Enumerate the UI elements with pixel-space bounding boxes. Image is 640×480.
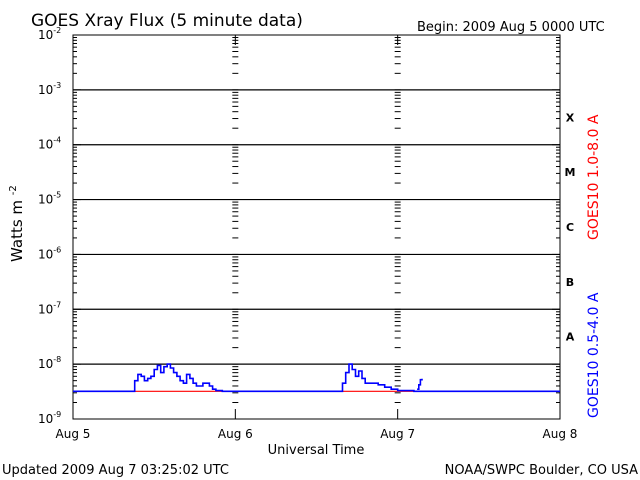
y-tick-label: 10-3 bbox=[38, 81, 61, 97]
y-tick-label: 10-7 bbox=[38, 300, 61, 316]
y-tick-exp: -8 bbox=[53, 355, 61, 364]
x-tick-label: Aug 5 bbox=[56, 427, 91, 441]
y-axis-label: Watts m -2 bbox=[8, 185, 26, 262]
day-tick-marks bbox=[72, 35, 561, 420]
series-line-goes10-short bbox=[73, 363, 560, 393]
flare-class-label: A bbox=[566, 331, 575, 344]
y-tick-base: 10 bbox=[38, 83, 53, 97]
decade-gridlines bbox=[73, 89, 560, 365]
x-tick-label: Aug 8 bbox=[543, 427, 578, 441]
flare-class-label: B bbox=[566, 276, 574, 289]
y-axis-label-exp: -2 bbox=[8, 185, 19, 195]
y-tick-exp: -4 bbox=[53, 136, 61, 145]
series-label-goes10-long: GOES10 1.0-8.0 A bbox=[586, 114, 602, 240]
svg-text:Watts m -2: Watts m -2 bbox=[8, 185, 26, 262]
y-tick-label: 10-9 bbox=[38, 410, 61, 426]
x-tick-labels: Aug 5 Aug 6 Aug 7 Aug 8 bbox=[56, 427, 578, 441]
flare-class-label: C bbox=[566, 221, 574, 234]
y-tick-labels: 10-910-810-710-610-510-410-310-2 bbox=[38, 26, 61, 426]
y-tick-base: 10 bbox=[38, 357, 53, 371]
chart-title: GOES Xray Flux (5 minute data) bbox=[31, 11, 303, 31]
y-tick-label: 10-8 bbox=[38, 355, 61, 371]
y-tick-exp: -5 bbox=[53, 191, 61, 200]
y-tick-base: 10 bbox=[38, 247, 53, 261]
flare-class-labels: A B C M X bbox=[565, 111, 576, 343]
y-tick-label: 10-5 bbox=[38, 191, 61, 207]
y-tick-exp: -2 bbox=[53, 26, 61, 35]
y-tick-exp: -9 bbox=[53, 410, 61, 419]
y-tick-base: 10 bbox=[38, 28, 53, 42]
y-tick-exp: -3 bbox=[53, 81, 61, 90]
flare-class-label: X bbox=[566, 111, 575, 124]
y-tick-exp: -7 bbox=[53, 300, 61, 309]
x-axis-label: Universal Time bbox=[268, 443, 365, 458]
y-tick-label: 10-2 bbox=[38, 26, 61, 42]
x-tick-label: Aug 7 bbox=[380, 427, 415, 441]
y-tick-label: 10-6 bbox=[38, 245, 61, 261]
y-tick-base: 10 bbox=[38, 412, 53, 426]
series-label-goes10-short: GOES10 0.5-4.0 A bbox=[586, 292, 602, 418]
y-tick-exp: -6 bbox=[53, 245, 61, 254]
y-tick-base: 10 bbox=[38, 302, 53, 316]
y-tick-label: 10-4 bbox=[38, 136, 61, 152]
updated-timestamp: Updated 2009 Aug 7 03:25:02 UTC bbox=[2, 463, 229, 478]
y-tick-base: 10 bbox=[38, 138, 53, 152]
x-tick-label: Aug 6 bbox=[218, 427, 253, 441]
y-axis-label-base: Watts m bbox=[8, 200, 26, 262]
plot-frame bbox=[72, 34, 561, 420]
begin-label: Begin: 2009 Aug 5 0000 UTC bbox=[417, 20, 605, 35]
y-tick-base: 10 bbox=[38, 193, 53, 207]
series-line-goes10-short-recent bbox=[417, 378, 423, 391]
credit-text: NOAA/SWPC Boulder, CO USA bbox=[445, 463, 638, 478]
flare-class-label: M bbox=[565, 166, 576, 179]
